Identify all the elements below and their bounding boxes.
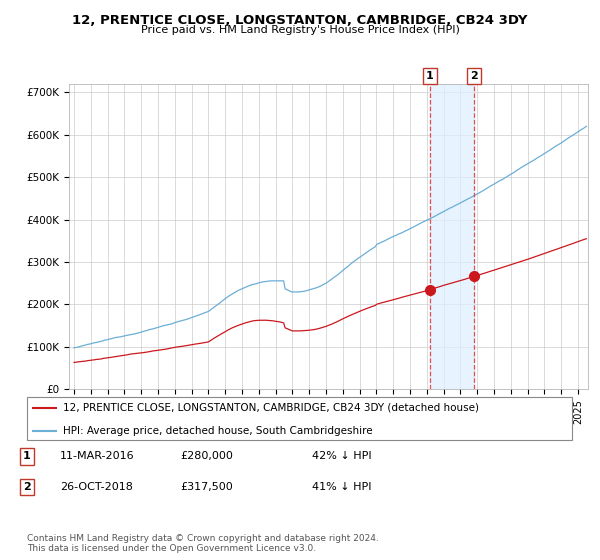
Text: 2: 2 [470,71,478,81]
Text: Price paid vs. HM Land Registry's House Price Index (HPI): Price paid vs. HM Land Registry's House … [140,25,460,35]
Bar [430,84,474,389]
Text: 41% ↓ HPI: 41% ↓ HPI [312,482,371,492]
Text: 12, PRENTICE CLOSE, LONGSTANTON, CAMBRIDGE, CB24 3DY (detached house): 12, PRENTICE CLOSE, LONGSTANTON, CAMBRID… [62,403,479,413]
Text: 2: 2 [23,482,31,492]
Text: 42% ↓ HPI: 42% ↓ HPI [312,451,371,461]
Text: Contains HM Land Registry data © Crown copyright and database right 2024.
This d: Contains HM Land Registry data © Crown c… [27,534,379,553]
Text: £280,000: £280,000 [180,451,233,461]
Text: 11-MAR-2016: 11-MAR-2016 [60,451,134,461]
FancyBboxPatch shape [27,397,572,440]
Text: 1: 1 [23,451,31,461]
Text: HPI: Average price, detached house, South Cambridgeshire: HPI: Average price, detached house, Sout… [62,426,372,436]
Text: 1: 1 [426,71,434,81]
Text: 26-OCT-2018: 26-OCT-2018 [60,482,133,492]
Text: £317,500: £317,500 [180,482,233,492]
Text: 12, PRENTICE CLOSE, LONGSTANTON, CAMBRIDGE, CB24 3DY: 12, PRENTICE CLOSE, LONGSTANTON, CAMBRID… [72,14,528,27]
